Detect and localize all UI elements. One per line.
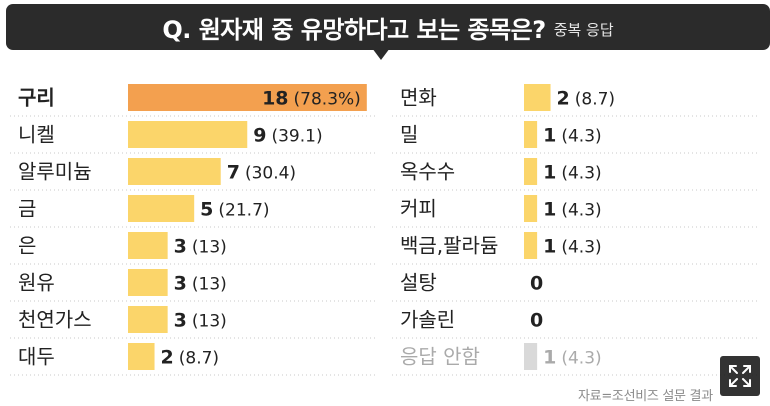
value-percent: (21.7) xyxy=(218,201,269,221)
category-label: 설탕 xyxy=(400,271,437,295)
bar xyxy=(128,121,248,148)
bar xyxy=(128,158,221,185)
value-count: 5 xyxy=(200,199,213,221)
category-label: 밀 xyxy=(400,123,418,147)
source-note: 자료=조선비즈 설문 결과 xyxy=(578,389,713,404)
bar xyxy=(524,84,551,111)
category-label: 가솔린 xyxy=(400,308,455,332)
category-label: 면화 xyxy=(400,86,437,110)
category-label: 구리 xyxy=(18,86,55,110)
banner-pointer xyxy=(372,48,390,60)
category-label: 알루미늄 xyxy=(18,160,92,184)
bar xyxy=(524,195,538,222)
value-count: 1 xyxy=(543,162,556,184)
value-count: 18 xyxy=(262,88,288,110)
value-count: 3 xyxy=(174,310,187,332)
category-label: 금 xyxy=(18,197,36,221)
bar xyxy=(524,232,538,259)
value-percent: (8.7) xyxy=(179,349,219,369)
category-label: 은 xyxy=(18,234,36,258)
bar xyxy=(524,121,538,148)
value-label: 2 (8.7) xyxy=(557,88,616,110)
value-percent: (78.3%) xyxy=(294,90,361,110)
bar xyxy=(524,158,538,185)
category-label: 커피 xyxy=(400,197,437,221)
value-count: 9 xyxy=(253,125,266,147)
bar xyxy=(128,84,367,111)
value-label: 9 (39.1) xyxy=(253,125,322,147)
value-percent: (4.3) xyxy=(561,164,601,184)
value-percent: (39.1) xyxy=(271,127,322,147)
chart-title: Q. 원자재 중 유망하다고 보는 종목은? xyxy=(162,15,546,44)
value-percent: (13) xyxy=(192,275,227,295)
value-count: 1 xyxy=(543,125,556,147)
category-label: 니켈 xyxy=(18,123,55,147)
value-percent: (4.3) xyxy=(561,127,601,147)
category-label: 백금,팔라듐 xyxy=(400,234,498,258)
value-label: 2 (8.7) xyxy=(161,347,220,369)
value-label: 0 xyxy=(530,273,543,295)
question-banner: Q. 원자재 중 유망하다고 보는 종목은? 중복 응답 xyxy=(6,4,770,50)
bar xyxy=(128,269,168,296)
value-percent: (8.7) xyxy=(575,90,615,110)
value-label: 1 (4.3) xyxy=(543,199,602,221)
value-label: 1 (4.3) xyxy=(543,236,602,258)
value-percent: (13) xyxy=(192,312,227,332)
expand-icon xyxy=(729,365,751,387)
category-label: 원유 xyxy=(18,271,55,295)
value-label: 3 (13) xyxy=(174,236,227,258)
value-count: 1 xyxy=(543,347,556,369)
value-label: 1 (4.3) xyxy=(543,347,602,369)
value-label: 18 (78.3%) xyxy=(262,88,361,110)
value-label: 0 xyxy=(530,310,543,332)
value-count: 2 xyxy=(557,88,570,110)
value-count: 0 xyxy=(530,273,543,295)
bar xyxy=(128,343,155,370)
category-label: 옥수수 xyxy=(400,160,455,184)
value-count: 2 xyxy=(161,347,174,369)
value-count: 1 xyxy=(543,199,556,221)
bar xyxy=(128,232,168,259)
value-count: 0 xyxy=(530,310,543,332)
value-label: 1 (4.3) xyxy=(543,162,602,184)
value-label: 3 (13) xyxy=(174,273,227,295)
value-percent: (4.3) xyxy=(561,201,601,221)
value-label: 1 (4.3) xyxy=(543,125,602,147)
value-percent: (4.3) xyxy=(561,349,601,369)
category-label: 응답 안함 xyxy=(400,345,480,369)
bar xyxy=(524,343,538,370)
value-percent: (13) xyxy=(192,238,227,258)
bar xyxy=(128,306,168,333)
value-label: 7 (30.4) xyxy=(227,162,296,184)
value-count: 7 xyxy=(227,162,240,184)
category-label: 천연가스 xyxy=(18,308,92,332)
value-label: 3 (13) xyxy=(174,310,227,332)
value-count: 3 xyxy=(174,236,187,258)
category-label: 대두 xyxy=(18,345,55,369)
value-count: 1 xyxy=(543,236,556,258)
bar xyxy=(128,195,195,222)
value-percent: (30.4) xyxy=(245,164,296,184)
value-percent: (4.3) xyxy=(561,238,601,258)
expand-button[interactable] xyxy=(720,356,760,396)
value-label: 5 (21.7) xyxy=(200,199,269,221)
value-count: 3 xyxy=(174,273,187,295)
chart-subtitle: 중복 응답 xyxy=(553,20,614,39)
